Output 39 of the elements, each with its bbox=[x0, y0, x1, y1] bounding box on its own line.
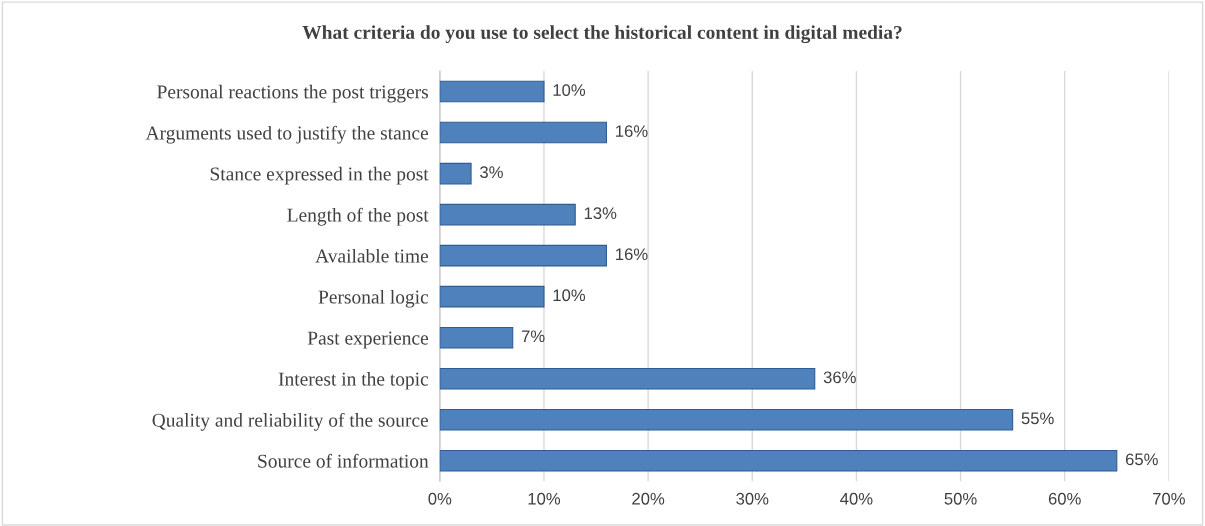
y-tick-label: Interest in the topic bbox=[278, 371, 429, 390]
bar bbox=[439, 162, 472, 185]
chart-title: What criteria do you use to select the historical content in digital media? bbox=[302, 25, 902, 44]
y-tick-label: Personal reactions the post triggers bbox=[157, 84, 428, 103]
y-tick-label: Personal logic bbox=[318, 289, 429, 308]
data-label: 16% bbox=[616, 125, 648, 138]
bar bbox=[439, 203, 576, 226]
x-tick-label: 10% bbox=[528, 492, 561, 505]
y-tick-label: Arguments used to justify the stance bbox=[145, 125, 429, 144]
bar bbox=[439, 326, 514, 349]
y-tick-label: Length of the post bbox=[287, 207, 429, 226]
y-tick-label: Available time bbox=[315, 248, 429, 263]
y-tick-label: Past experience bbox=[307, 331, 429, 349]
bar bbox=[439, 408, 1014, 431]
bar bbox=[439, 285, 545, 308]
data-label: 3% bbox=[480, 166, 503, 179]
x-tick-label: 30% bbox=[736, 492, 769, 505]
bar bbox=[439, 80, 545, 103]
bar bbox=[439, 449, 1118, 472]
data-label: 10% bbox=[553, 84, 586, 96]
data-label: 65% bbox=[1125, 453, 1158, 466]
x-tick-label: 50% bbox=[944, 492, 977, 505]
x-tick-label: 20% bbox=[632, 492, 665, 505]
x-tick-label: 60% bbox=[1048, 492, 1081, 505]
bar bbox=[439, 367, 816, 390]
x-tick-label: 0% bbox=[428, 492, 452, 505]
data-label: 13% bbox=[584, 207, 617, 220]
data-label: 10% bbox=[553, 289, 586, 302]
data-label: 36% bbox=[823, 371, 856, 384]
y-tick-label: Quality and reliability of the source bbox=[152, 412, 429, 431]
bar bbox=[439, 121, 608, 144]
x-tick-label: 40% bbox=[840, 492, 873, 505]
x-tick-label: 70% bbox=[1153, 492, 1185, 505]
y-tick-label: Source of information bbox=[258, 453, 429, 468]
y-tick-label: Stance expressed in the post bbox=[210, 166, 429, 185]
data-label: 16% bbox=[616, 248, 648, 261]
data-label: 55% bbox=[1021, 412, 1054, 425]
bar bbox=[439, 244, 608, 267]
data-label: 7% bbox=[521, 330, 545, 343]
